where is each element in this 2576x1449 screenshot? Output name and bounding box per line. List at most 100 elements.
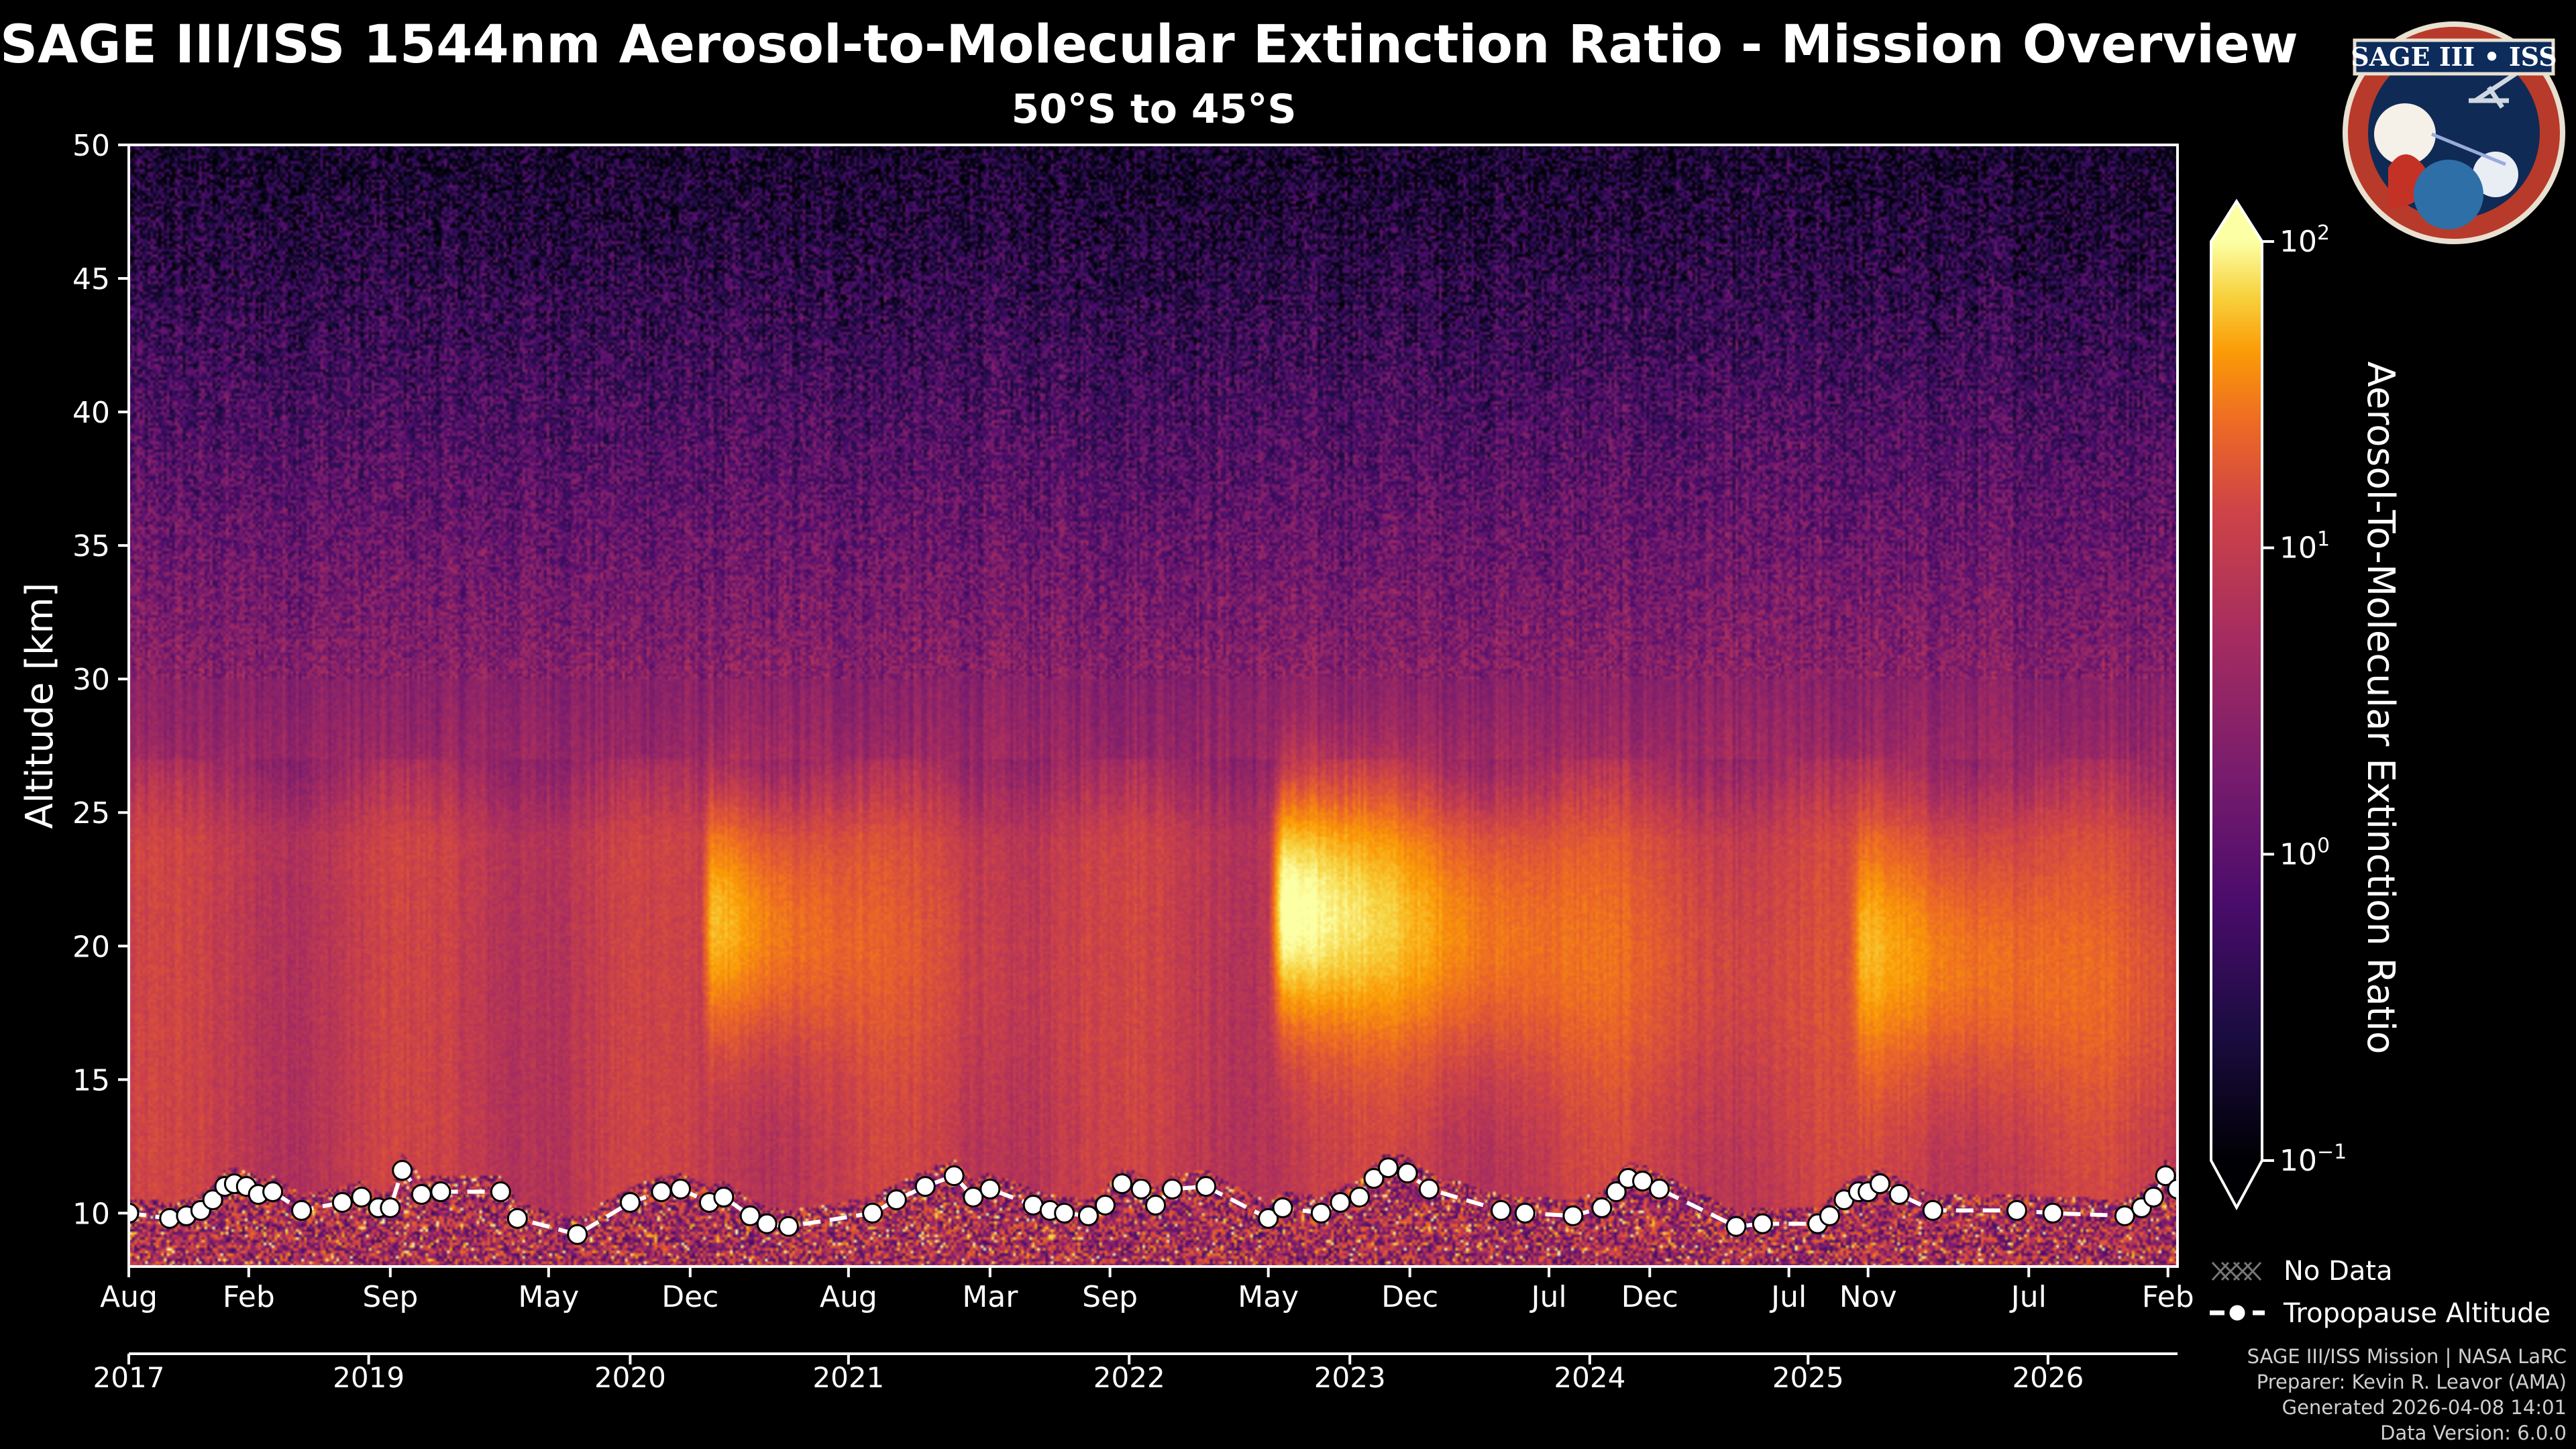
colorbar-tick-label: 102: [2279, 221, 2330, 259]
x-axis-months: Aug Feb Sep May Dec Aug Mar Sep May Dec Jul Dec Jul N…: [100, 1267, 2194, 1314]
x-year-label: 2020: [594, 1361, 666, 1394]
tropopause-point: [392, 1160, 413, 1181]
tropopause-point: [2042, 1202, 2063, 1224]
tropopause-point: [351, 1186, 372, 1208]
tropopause-point: [1330, 1191, 1351, 1213]
tropopause-point: [777, 1216, 799, 1237]
tropopause-point: [411, 1184, 432, 1205]
x-month-label: Dec: [1381, 1280, 1438, 1314]
footer-generated: Generated 2026-04-08 14:01: [2282, 1396, 2567, 1419]
tropopause-point: [1870, 1173, 1891, 1195]
y-tick-label: 35: [72, 529, 110, 564]
x-axis-years: 2017 2019 2020 2021 2022 2023 2024 2025 2026: [93, 1354, 2084, 1394]
tropopause-point: [1310, 1202, 1332, 1224]
tropopause-point: [430, 1181, 451, 1203]
colorbar-body: [2211, 241, 2262, 1161]
tropopause-point: [713, 1186, 735, 1208]
x-month-label: Jul: [2009, 1280, 2047, 1314]
tropopause-point: [506, 1208, 528, 1229]
x-month-label: Jul: [1769, 1280, 1807, 1314]
colorbar-tick-label: 100: [2279, 834, 2330, 871]
tropopause-point: [490, 1181, 511, 1203]
x-month-label: Sep: [362, 1280, 418, 1314]
tropopause-point: [2155, 1165, 2176, 1187]
x-month-label: Aug: [820, 1280, 877, 1314]
legend-tropopause-swatch: [2210, 1303, 2265, 1323]
earth-icon: [2414, 160, 2483, 229]
tropopause-series: [129, 1157, 2178, 1245]
iss-icon: [2469, 72, 2517, 109]
tropopause-point: [1377, 1157, 1399, 1179]
tropopause-point: [331, 1191, 353, 1213]
tropopause-point: [1888, 1184, 1910, 1205]
x-year-label: 2019: [333, 1361, 405, 1394]
heatmap-image: [129, 145, 2178, 1267]
tropopause-point: [1725, 1216, 1747, 1237]
tropopause-point: [1094, 1194, 1116, 1216]
tropopause-point: [1562, 1205, 1584, 1226]
tropopause-point: [1632, 1171, 1654, 1192]
colorbar-tick-label: 10−1: [2279, 1140, 2347, 1178]
tropopause-point: [1195, 1176, 1217, 1197]
tropopause-point: [1272, 1197, 1293, 1218]
x-month-label: Dec: [661, 1280, 718, 1314]
y-tick-label: 40: [72, 396, 110, 430]
tropopause-point: [2114, 1205, 2135, 1226]
x-year-label: 2022: [1093, 1361, 1165, 1394]
y-tick-label: 30: [72, 663, 110, 697]
tropopause-point: [1258, 1208, 1279, 1229]
tropopause-point: [670, 1179, 692, 1200]
tropopause-point: [567, 1224, 588, 1245]
x-year-label: 2024: [1554, 1361, 1625, 1394]
x-month-label: Nov: [1839, 1280, 1897, 1314]
y-axis-label: Altitude [km]: [18, 582, 62, 828]
tropopause-point: [1819, 1205, 1840, 1226]
astronomer-icon: [2374, 103, 2436, 165]
y-tick-label: 15: [72, 1063, 110, 1097]
colorbar-ticks: 102 101 100 10−1: [2262, 221, 2347, 1178]
tropopause-point: [2143, 1186, 2164, 1208]
chart-subtitle: 50°S to 45°S: [1011, 86, 1297, 133]
tropopause-point: [1752, 1213, 1773, 1234]
tropopause-point: [262, 1181, 284, 1203]
x-year-label: 2025: [1772, 1361, 1844, 1394]
x-year-label: 2026: [2012, 1361, 2084, 1394]
tropopause-point: [862, 1202, 883, 1224]
mission-logo: SAGE III • ISS: [2343, 21, 2565, 244]
colorbar-extend-top: [2211, 201, 2262, 241]
x-month-label: May: [518, 1280, 579, 1314]
logo-text: SAGE III • ISS: [2351, 42, 2557, 72]
tropopause-point: [129, 1202, 140, 1224]
tropopause-point: [1112, 1173, 1133, 1195]
footer-mission: SAGE III/ISS Mission | NASA LaRC: [2247, 1345, 2567, 1368]
chart-title: SAGE III/ISS 1544nm Aerosol-to-Molecular…: [0, 15, 2298, 75]
tropopause-point: [1397, 1163, 1418, 1184]
tropopause-point: [1514, 1202, 1536, 1224]
x-month-label: May: [1238, 1280, 1299, 1314]
colorbar-tick-label: 101: [2279, 528, 2330, 566]
y-axis: 10 15 20 25 30 35 40 45 50: [72, 129, 129, 1231]
x-year-label: 2023: [1314, 1361, 1386, 1394]
x-month-label: Jul: [1529, 1280, 1567, 1314]
tropopause-point: [1491, 1199, 1512, 1221]
x-month-label: Mar: [962, 1280, 1018, 1314]
footer-preparer: Preparer: Kevin R. Leavor (AMA): [2256, 1371, 2567, 1393]
tropopause-point: [1363, 1168, 1385, 1189]
x-year-label: 2021: [812, 1361, 884, 1394]
tropopause-point: [1418, 1179, 1440, 1200]
y-tick-label: 10: [72, 1197, 110, 1231]
legend-nodata-swatch: [2211, 1261, 2262, 1281]
tropopause-point: [2006, 1199, 2027, 1221]
tropopause-point: [885, 1189, 907, 1210]
legend-label-nodata: No Data: [2284, 1256, 2393, 1287]
x-month-label: Feb: [2142, 1280, 2194, 1314]
x-month-label: Aug: [100, 1280, 158, 1314]
tropopause-point: [1054, 1202, 1075, 1224]
y-tick-label: 20: [72, 930, 110, 964]
tropopause-point: [756, 1213, 777, 1234]
x-month-label: Sep: [1082, 1280, 1138, 1314]
legend-label-tropopause: Tropopause Altitude: [2283, 1298, 2551, 1329]
heatmap: [129, 145, 2178, 1267]
footer-version: Data Version: 6.0.0: [2380, 1421, 2567, 1444]
tropopause-point: [1922, 1199, 1943, 1221]
